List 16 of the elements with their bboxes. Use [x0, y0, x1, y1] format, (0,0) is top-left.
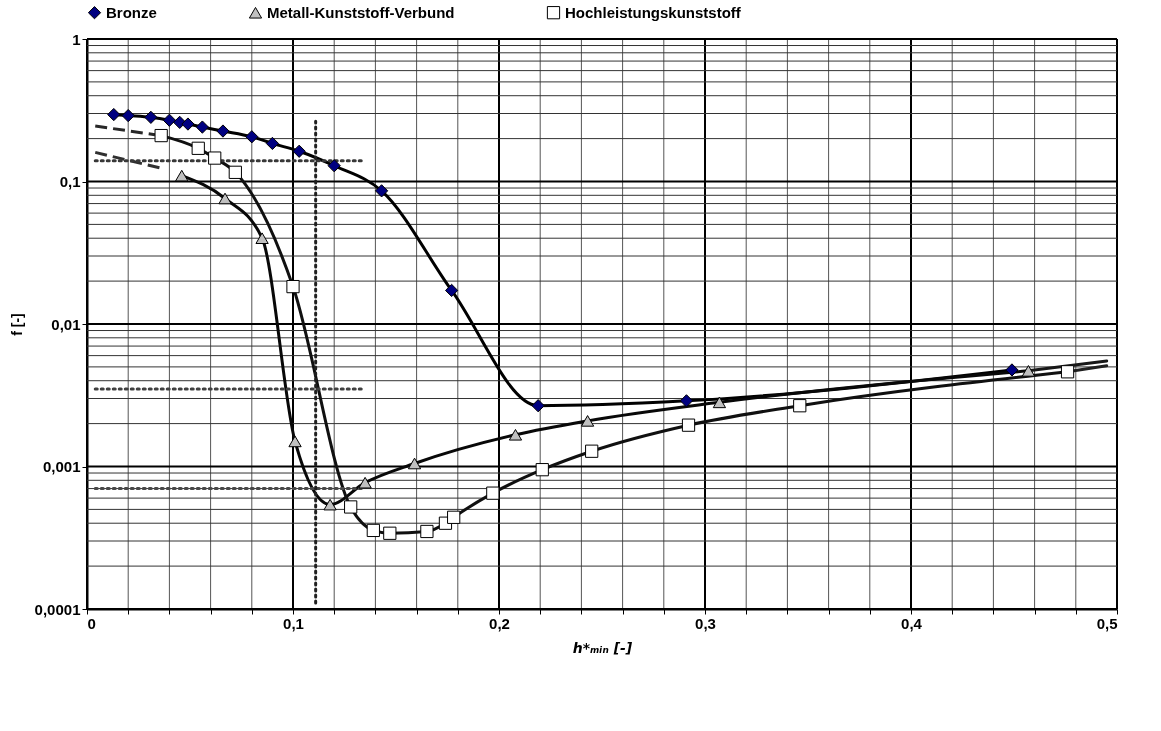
x-tick-label: 0 [87, 614, 96, 632]
x-tick-label: 0,4 [901, 614, 923, 632]
y-tick-label: 0,01 [51, 315, 81, 333]
y-tick-label: 0,0001 [34, 600, 81, 618]
x-tick-label: 0,3 [695, 614, 716, 632]
y-axis-title: f [-] [8, 313, 25, 336]
y-tick-label: 0,001 [42, 458, 81, 475]
x-tick-label: 0,1 [283, 614, 304, 632]
legend-label: Metall-Kunststoff-Verbund [267, 3, 455, 21]
x-tick-label: 0,2 [489, 614, 510, 632]
legend-label: Hochleistungskunststoff [565, 3, 742, 21]
y-tick-label: 1 [72, 30, 81, 48]
y-tick-label: 0,1 [59, 173, 81, 190]
legend-label: Bronze [106, 3, 157, 21]
x-axis-title: h*ₘᵢₙ [-] [572, 639, 633, 656]
x-tick-label: 0,5 [1096, 614, 1118, 632]
